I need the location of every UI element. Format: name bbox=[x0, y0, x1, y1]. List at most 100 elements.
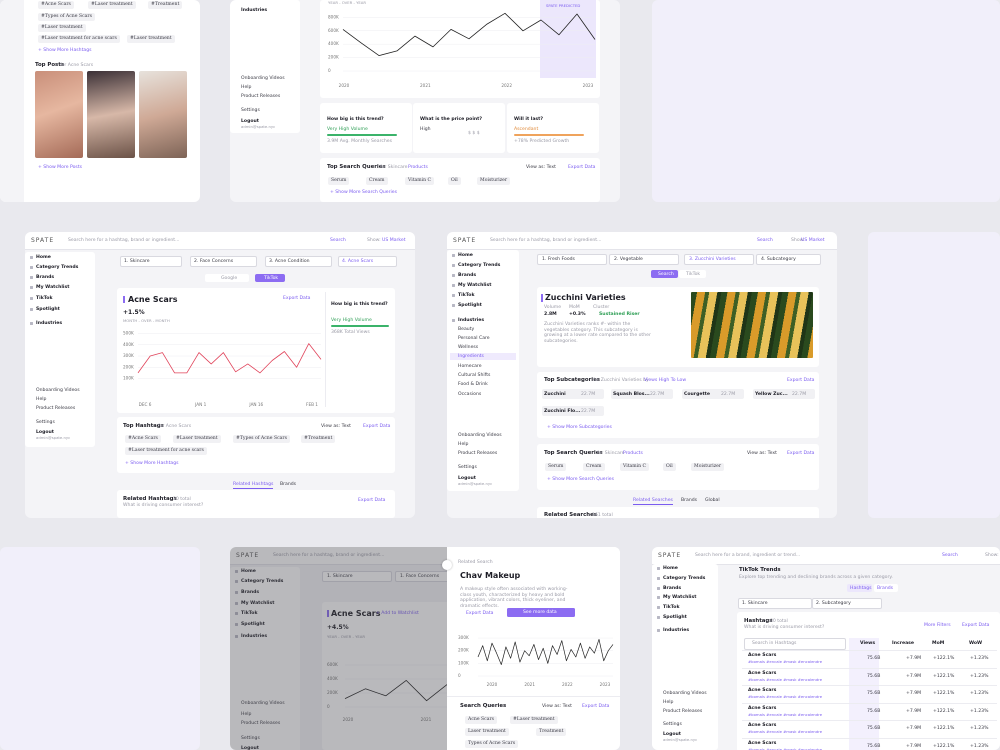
nav-item[interactable]: Help bbox=[241, 712, 252, 717]
chip[interactable]: Vitamin C bbox=[620, 463, 650, 471]
nav-item[interactable]: Industries bbox=[458, 318, 485, 323]
nav-item[interactable]: Category Trends bbox=[458, 263, 501, 268]
sort-select[interactable]: Views High To Low bbox=[644, 378, 687, 383]
export-button[interactable]: Export Data bbox=[358, 498, 386, 503]
chip[interactable]: Cream bbox=[366, 177, 388, 185]
chip[interactable]: #Types of Acne Scars bbox=[38, 13, 95, 21]
nav-item[interactable]: Onboarding Videos bbox=[663, 691, 707, 696]
logout[interactable]: Logout bbox=[458, 476, 476, 481]
breadcrumb-select[interactable] bbox=[684, 254, 754, 265]
nav-item[interactable]: Brands bbox=[36, 275, 55, 280]
nav-item[interactable]: Product Releases bbox=[241, 721, 281, 726]
chip[interactable]: Moisturizer bbox=[691, 463, 725, 471]
nav-subitem[interactable]: Food & Drink bbox=[458, 382, 488, 387]
nav-item[interactable]: Help bbox=[663, 700, 674, 705]
breadcrumb-select[interactable] bbox=[120, 256, 182, 267]
breadcrumb[interactable]: 4. Subcategory bbox=[761, 256, 796, 262]
chip[interactable]: Acne Scars bbox=[465, 716, 498, 724]
nav-item[interactable]: Settings bbox=[241, 108, 260, 113]
subcategory-name[interactable]: Squash Blos... bbox=[613, 392, 650, 397]
nav-item[interactable]: Industries bbox=[241, 634, 268, 639]
filter[interactable]: Products bbox=[408, 165, 428, 170]
tab[interactable] bbox=[847, 584, 872, 592]
breadcrumb[interactable]: 3. Zucchini Varieties bbox=[689, 256, 736, 262]
nav-item[interactable]: Onboarding Videos bbox=[241, 701, 285, 706]
market-select[interactable]: US Market bbox=[382, 238, 406, 243]
breadcrumb-select[interactable] bbox=[190, 256, 257, 267]
nav-subitem[interactable]: Cultural Shifts bbox=[458, 373, 491, 378]
nav-item[interactable]: Brands bbox=[458, 273, 477, 278]
export-button[interactable]: Export Data bbox=[568, 165, 596, 170]
subcategory-name[interactable]: Zucchini bbox=[544, 392, 566, 397]
link[interactable]: + Show More Subcategories bbox=[547, 425, 612, 430]
link[interactable]: + Show More Hashtags bbox=[125, 461, 179, 466]
watchlist-button[interactable]: + Add to Watchlist bbox=[376, 611, 419, 616]
subcategory-item[interactable] bbox=[542, 406, 604, 416]
nav-subitem[interactable]: Wellness bbox=[458, 345, 479, 350]
chip[interactable]: #Laser treatment bbox=[38, 24, 86, 32]
chip[interactable]: #Laser treatment for acne scars bbox=[125, 447, 207, 455]
nav-item[interactable]: TikTok bbox=[241, 611, 258, 616]
breadcrumb-select[interactable] bbox=[338, 256, 397, 267]
subcategory-name[interactable]: Zucchini Flo... bbox=[544, 409, 581, 414]
nav-item[interactable]: My Watchlist bbox=[458, 283, 492, 288]
nav-item[interactable]: Brands bbox=[663, 586, 682, 591]
export-button[interactable]: Export Data bbox=[787, 451, 815, 456]
column-header[interactable]: Views bbox=[860, 641, 876, 646]
logout[interactable]: Logout bbox=[241, 119, 259, 124]
export-button[interactable]: Export Data bbox=[787, 378, 815, 383]
breadcrumb[interactable]: 1. Face Concerns bbox=[400, 573, 440, 579]
nav-item[interactable]: Home bbox=[241, 569, 256, 574]
nav-item[interactable]: Category Trends bbox=[36, 265, 79, 270]
nav-item[interactable]: Industries bbox=[36, 321, 63, 326]
post-thumbnail[interactable] bbox=[139, 71, 187, 158]
export-button[interactable]: Export Data bbox=[466, 611, 494, 616]
chip[interactable]: Oil bbox=[663, 463, 676, 471]
nav-item[interactable]: Help bbox=[241, 85, 252, 90]
primary-button[interactable] bbox=[507, 608, 575, 617]
nav-item[interactable]: Onboarding Videos bbox=[36, 388, 80, 393]
subcategory-item[interactable] bbox=[611, 389, 673, 399]
chip[interactable]: #Laser treatment for acne scars bbox=[38, 35, 120, 43]
dropdown[interactable] bbox=[812, 598, 882, 609]
breadcrumb-select[interactable] bbox=[322, 571, 392, 582]
breadcrumb[interactable]: 1. Skincare bbox=[327, 573, 353, 579]
nav-item[interactable]: Settings bbox=[663, 722, 682, 727]
chip[interactable]: #Acne Scars bbox=[125, 435, 161, 443]
view-toggle[interactable]: View as: Text bbox=[747, 451, 777, 456]
chip[interactable]: Types of Acne Scars bbox=[465, 740, 519, 748]
subcategory-item[interactable] bbox=[682, 389, 744, 399]
tab[interactable] bbox=[874, 584, 898, 592]
chip[interactable]: Oil bbox=[448, 177, 461, 185]
dropdown[interactable] bbox=[738, 598, 812, 609]
tab-label[interactable]: Global bbox=[705, 498, 720, 503]
view-toggle[interactable]: View as: Text bbox=[321, 424, 351, 429]
breadcrumb-select[interactable] bbox=[609, 254, 679, 265]
nav-item[interactable]: My Watchlist bbox=[663, 595, 697, 600]
tab[interactable] bbox=[679, 270, 706, 278]
search-input[interactable]: Search here for a hashtag, brand or ingr… bbox=[490, 238, 602, 243]
subcategory-item[interactable] bbox=[753, 389, 815, 399]
nav-item[interactable]: Product Releases bbox=[663, 709, 703, 714]
dropdown-label[interactable]: 1. Skincare bbox=[742, 600, 768, 606]
link[interactable]: + Show More Hashtags bbox=[38, 48, 92, 53]
chip[interactable]: Laser treatment bbox=[465, 728, 509, 736]
tab-label[interactable]: Google bbox=[221, 276, 238, 281]
nav-item[interactable]: Settings bbox=[458, 465, 477, 470]
chip[interactable]: Cream bbox=[583, 463, 605, 471]
tab[interactable] bbox=[205, 274, 249, 282]
nav-item[interactable]: Industries bbox=[663, 628, 690, 633]
tab-label[interactable]: Brands bbox=[280, 482, 297, 487]
nav-item[interactable]: TikTok bbox=[458, 293, 475, 298]
export-button[interactable]: Export Data bbox=[363, 424, 391, 429]
nav-item[interactable]: Home bbox=[663, 566, 678, 571]
nav-item[interactable]: Home bbox=[36, 255, 51, 260]
nav-item[interactable]: Settings bbox=[36, 420, 55, 425]
breadcrumb[interactable]: 1. Fresh Foods bbox=[542, 256, 575, 262]
breadcrumb[interactable]: 3. Acne Condition bbox=[269, 258, 310, 264]
tab-label[interactable]: Hashtags bbox=[850, 586, 872, 591]
post-thumbnail[interactable] bbox=[87, 71, 135, 158]
nav-item[interactable]: Settings bbox=[241, 736, 260, 741]
column-header[interactable]: MoM bbox=[932, 641, 945, 646]
breadcrumb[interactable]: 2. Vegetable bbox=[614, 256, 643, 262]
